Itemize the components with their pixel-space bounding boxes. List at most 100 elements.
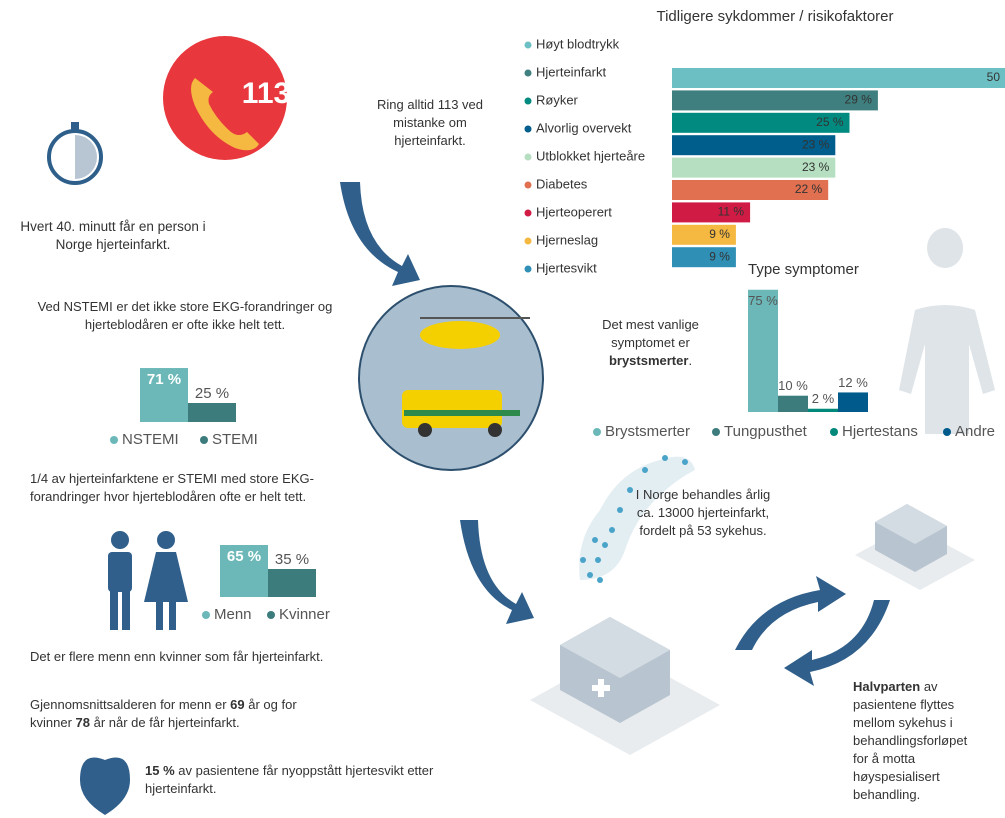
bar	[220, 545, 268, 597]
text: av pasientene flyttes mellom sykehus i b…	[853, 679, 968, 802]
bar	[672, 180, 829, 200]
bar	[838, 392, 868, 412]
value-label: 23 %	[802, 160, 830, 174]
hospital-dots	[580, 455, 688, 583]
legend-dot	[202, 611, 210, 619]
value-label: 2 %	[812, 391, 835, 406]
legend-dot	[524, 209, 532, 217]
value-label: 9 %	[709, 249, 730, 263]
wheel	[488, 423, 502, 437]
phone-icon	[191, 78, 259, 151]
legend-dot	[524, 97, 532, 105]
body-silhouette	[899, 228, 995, 434]
value-label: 9 %	[709, 227, 730, 241]
heart-icon	[80, 757, 130, 815]
value-label: 25 %	[195, 385, 229, 402]
legend-dot	[524, 265, 532, 273]
legend-dot	[524, 125, 532, 133]
chart-title: Type symptomer	[748, 261, 859, 278]
stopwatch-knob	[71, 122, 79, 130]
legend-label: Hjerteinfarkt	[536, 64, 606, 79]
arrow	[460, 520, 534, 624]
text: Halvparten av pasientene flyttes mellom …	[853, 678, 983, 804]
text: Gjennomsnittsalderen for menn er	[30, 697, 231, 712]
legend-label: Hjerneslag	[536, 232, 598, 247]
ambulance	[402, 390, 502, 428]
text: brystsmerter	[608, 353, 689, 368]
value-label: 23 %	[802, 137, 830, 151]
text: Hvert 40. minutt får en person i Norge h…	[20, 219, 206, 252]
legend-label: Kvinner	[279, 606, 330, 623]
legend-dot	[593, 428, 601, 436]
legend-dot	[200, 436, 208, 444]
legend-label: Menn	[214, 606, 252, 623]
legend-label: Andre	[955, 423, 995, 440]
value-label: 12 %	[838, 375, 868, 390]
text: Gjennomsnittsalderen for menn er 69 år o…	[30, 696, 330, 732]
bar	[672, 247, 736, 268]
bar	[748, 289, 778, 412]
ambulance-stripe	[404, 410, 520, 416]
bar	[672, 90, 878, 111]
legend-label: Røyker	[536, 92, 579, 107]
phone-badge	[163, 36, 287, 160]
text: 78	[75, 715, 90, 730]
value-label: 29 %	[845, 93, 873, 107]
legend-dot	[712, 428, 720, 436]
legend-dot	[524, 41, 532, 49]
bar	[188, 403, 236, 422]
emergency-circle	[358, 285, 544, 471]
text: av pasientene får nyoppstått hjertesvikt…	[145, 763, 434, 796]
text: 1/4 av hjerteinfarktene er STEMI med sto…	[30, 471, 314, 504]
value-label: 65 %	[227, 548, 261, 565]
value-label: 35 %	[275, 551, 309, 568]
legend-label: Brystsmerter	[605, 423, 690, 440]
text: Halvparten	[853, 679, 921, 694]
value-label: 22 %	[795, 182, 823, 196]
bar	[140, 368, 188, 422]
bar	[672, 112, 850, 133]
chart-title: Tidligere sykdommer / risikofaktorer	[656, 8, 893, 25]
people-icon	[108, 531, 188, 630]
bar	[778, 395, 808, 412]
text: Det mest vanlige symptomet er	[602, 317, 699, 350]
text: 15 %	[145, 763, 175, 778]
legend-dot	[524, 237, 532, 245]
legend-dot	[524, 181, 532, 189]
value-label: 11 %	[718, 205, 745, 219]
text: 69	[230, 697, 245, 712]
bar	[672, 135, 836, 156]
legend-dot	[524, 153, 532, 161]
helicopter	[420, 321, 500, 349]
hospital	[530, 617, 720, 755]
wheel	[418, 423, 432, 437]
legend-label: STEMI	[212, 431, 258, 448]
legend-dot	[943, 428, 951, 436]
arrow	[784, 600, 890, 686]
text: år og for kvinner	[30, 697, 297, 730]
text: Det mest vanlige symptomet er brystsmert…	[588, 316, 713, 370]
legend-dot	[830, 428, 838, 436]
legend-label: Høyt blodtrykk	[536, 36, 620, 51]
legend-label: Hjerteoperert	[536, 204, 612, 219]
bar	[672, 224, 736, 245]
text: Ring alltid 113 ved mistanke om hjertein…	[377, 97, 483, 148]
legend-dot	[110, 436, 118, 444]
bar	[672, 202, 751, 223]
legend-label: NSTEMI	[122, 431, 179, 448]
text: Det er flere menn enn kvinner som får hj…	[30, 649, 324, 664]
legend-dot	[524, 69, 532, 77]
legend-label: Alvorlig overvekt	[536, 120, 632, 135]
hospital	[855, 504, 975, 590]
text: 15 % av pasientene får nyoppstått hjerte…	[145, 762, 435, 798]
value-label: 50	[987, 70, 1001, 84]
bar	[808, 408, 838, 412]
legend-label: Diabetes	[536, 176, 588, 191]
legend-dot	[267, 611, 275, 619]
arrow	[340, 182, 420, 286]
value-label: 75 %	[748, 293, 778, 308]
legend-label: Utblokket hjerteåre	[536, 148, 645, 163]
phone-number: 113	[242, 77, 290, 110]
